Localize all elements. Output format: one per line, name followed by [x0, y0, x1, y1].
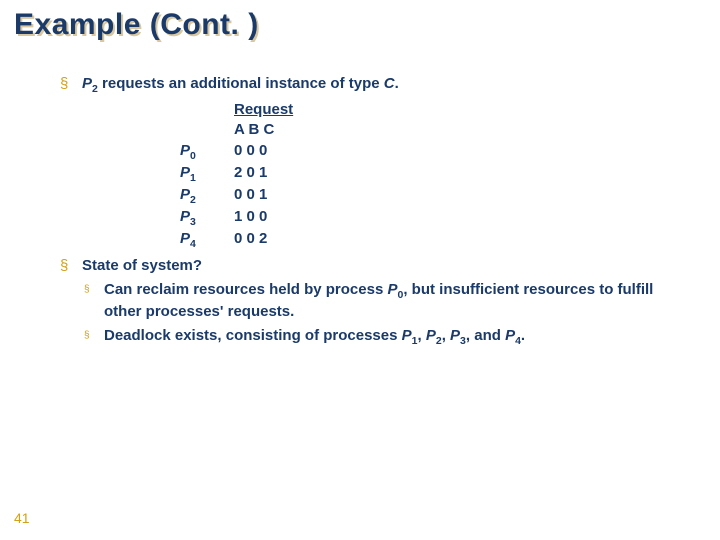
sub-bullet-deadlock: Deadlock exists, consisting of processes… [60, 326, 690, 348]
table-row: P3 1 0 0 [180, 207, 690, 229]
sub-bullet-reclaim: Can reclaim resources held by process P0… [60, 280, 690, 322]
table-columns: A B C [234, 120, 690, 140]
table-row: P4 0 0 2 [180, 229, 690, 251]
table-row: P1 2 0 1 [180, 163, 690, 185]
slide-title: Example (Cont. ) [14, 8, 259, 42]
request-table: Request A B C P0 0 0 0 P1 2 0 1 P2 0 0 1… [180, 100, 690, 251]
slide-number: 41 [14, 510, 30, 526]
bullet-request: P2 requests an additional instance of ty… [60, 74, 690, 96]
slide-content: P2 requests an additional instance of ty… [60, 74, 690, 352]
table-row: P0 0 0 0 [180, 141, 690, 163]
table-title: Request [234, 100, 690, 120]
table-row: P2 0 0 1 [180, 185, 690, 207]
bullet-state: State of system? [60, 256, 690, 276]
